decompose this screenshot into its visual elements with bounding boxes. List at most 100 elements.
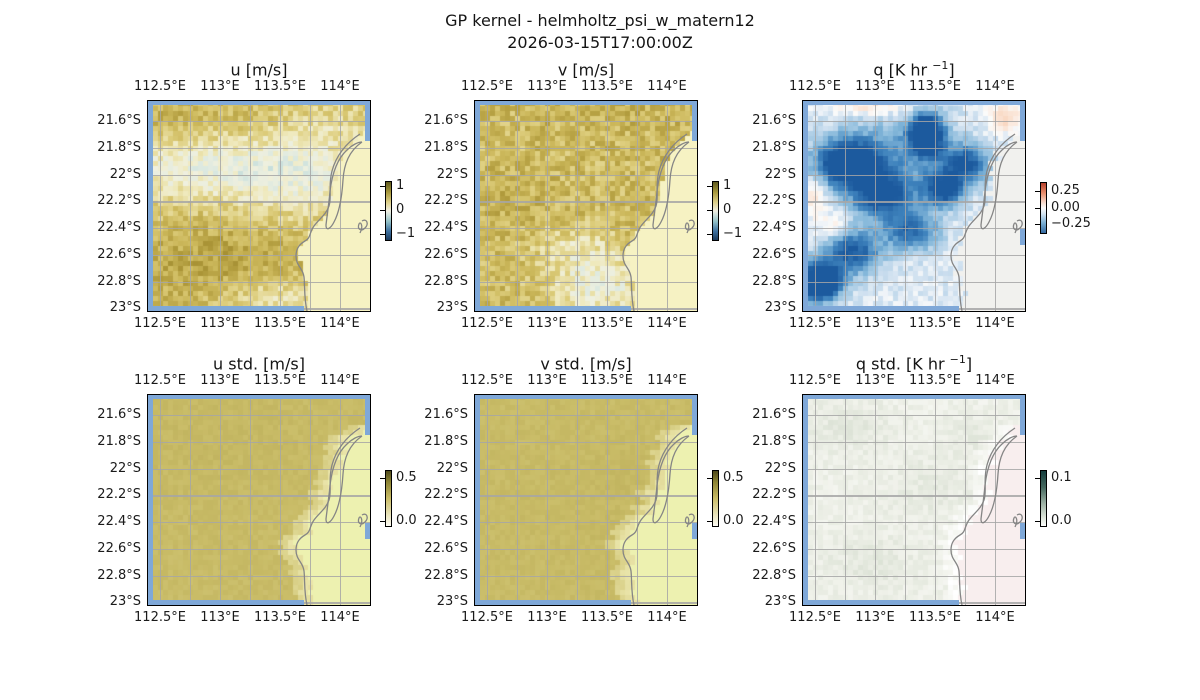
lat-tick-label: 22.6°S bbox=[97, 540, 141, 556]
panel-title-text: v std. [m/s] bbox=[540, 354, 632, 374]
colorbar-tick-mark bbox=[1035, 521, 1040, 523]
lon-tick-top-label: 114°E bbox=[975, 373, 1015, 388]
graticule-parallel bbox=[475, 522, 697, 524]
lat-tick-label: 22.2°S bbox=[97, 487, 141, 503]
lon-tick-bottom-label: 112.5°E bbox=[134, 610, 186, 625]
graticule-meridian bbox=[845, 101, 847, 311]
graticule-meridian bbox=[607, 101, 609, 311]
lat-tick-label: 22.6°S bbox=[752, 246, 796, 262]
graticule-meridian bbox=[547, 395, 549, 605]
graticule-parallel bbox=[475, 468, 697, 470]
graticule-meridian bbox=[340, 101, 342, 311]
map-canvas bbox=[803, 101, 1025, 311]
lat-tick-label: 22°S bbox=[109, 460, 141, 476]
graticule-meridian bbox=[310, 395, 312, 605]
lon-tick-bottom-label: 112.5°E bbox=[134, 316, 186, 331]
lat-tick-label: 22.6°S bbox=[424, 540, 468, 556]
graticule-meridian bbox=[667, 395, 669, 605]
colorbar-strip bbox=[1040, 182, 1047, 234]
edge-strip-left bbox=[475, 395, 480, 605]
colorbar-tick-mark bbox=[1035, 224, 1040, 226]
coastline-main bbox=[295, 133, 361, 311]
panel-title: v std. [m/s] bbox=[445, 353, 727, 373]
graticule-parallel bbox=[475, 147, 697, 149]
colorbar-tick-mark bbox=[1035, 191, 1040, 193]
edge-strip-right-top bbox=[365, 395, 370, 435]
lon-tick-top-label: 114°E bbox=[975, 79, 1015, 94]
lat-tick-label: 22.4°S bbox=[752, 514, 796, 530]
graticule-parallel bbox=[148, 228, 370, 230]
edge-strip-bottom bbox=[803, 600, 959, 605]
colorbar-strip bbox=[712, 181, 719, 241]
lat-tick-label: 22.6°S bbox=[97, 246, 141, 262]
coastline-main bbox=[950, 427, 1016, 605]
graticule-parallel bbox=[803, 548, 1025, 550]
coastline-peninsula bbox=[652, 435, 690, 524]
graticule-meridian bbox=[815, 395, 817, 605]
graticule-meridian bbox=[667, 101, 669, 311]
coastline-main bbox=[295, 427, 361, 605]
lon-tick-bottom-label: 114°E bbox=[975, 316, 1015, 331]
lon-tick-bottom-label: 113°E bbox=[200, 316, 240, 331]
lon-tick-bottom-label: 114°E bbox=[647, 610, 687, 625]
graticule-meridian bbox=[965, 101, 967, 311]
lon-tick-top-label: 113°E bbox=[527, 373, 567, 388]
colorbar-tick-label: −1 bbox=[396, 225, 416, 241]
coastline-peninsula bbox=[325, 141, 363, 230]
colorbar-tick-label: −1 bbox=[723, 225, 743, 241]
graticule-meridian bbox=[935, 395, 937, 605]
lon-tick-top-label: 114°E bbox=[320, 79, 360, 94]
graticule-meridian bbox=[250, 101, 252, 311]
graticule-meridian bbox=[220, 395, 222, 605]
lat-tick-label: 22°S bbox=[764, 166, 796, 182]
colorbar-tick-mark bbox=[380, 210, 385, 212]
coastline-main bbox=[622, 133, 688, 311]
edge-strip-top bbox=[148, 395, 370, 399]
graticule-meridian bbox=[815, 101, 817, 311]
graticule-parallel bbox=[475, 441, 697, 443]
colorbar-strip bbox=[712, 470, 719, 527]
graticule-meridian bbox=[935, 101, 937, 311]
lon-tick-bottom-label: 113.5°E bbox=[254, 316, 306, 331]
coastline-peninsula bbox=[980, 435, 1018, 524]
edge-strip-right-top bbox=[692, 101, 697, 141]
lon-tick-top-label: 113.5°E bbox=[254, 79, 306, 94]
lat-tick-label: 23°S bbox=[109, 594, 141, 610]
lon-tick-bottom-label: 113.5°E bbox=[581, 610, 633, 625]
edge-strip-right-top bbox=[1020, 395, 1025, 435]
graticule-parallel bbox=[803, 495, 1025, 497]
coastline-overlay bbox=[622, 427, 695, 605]
colorbar-strip bbox=[385, 181, 392, 241]
edge-strip-bottom bbox=[475, 306, 631, 311]
colorbar-tick-label: 0.1 bbox=[1051, 469, 1072, 485]
lat-tick-label: 23°S bbox=[764, 300, 796, 316]
lat-tick-label: 22.2°S bbox=[97, 193, 141, 209]
lon-tick-bottom-label: 113°E bbox=[527, 316, 567, 331]
colorbar-tick-label: 1 bbox=[396, 178, 405, 194]
colorbar-tick-label: 0.5 bbox=[396, 469, 417, 485]
lat-tick-label: 21.6°S bbox=[97, 407, 141, 423]
edge-strip-left bbox=[803, 101, 808, 311]
graticule-parallel bbox=[148, 121, 370, 123]
figure-title: GP kernel - helmholtz_psi_w_matern12 202… bbox=[0, 10, 1200, 54]
graticule-meridian bbox=[160, 395, 162, 605]
edge-strip-right-notch bbox=[692, 523, 697, 539]
graticule-parallel bbox=[148, 254, 370, 256]
lon-tick-top-label: 113°E bbox=[200, 79, 240, 94]
lat-tick-label: 22.6°S bbox=[424, 246, 468, 262]
graticule-meridian bbox=[995, 395, 997, 605]
lon-tick-top-label: 114°E bbox=[320, 373, 360, 388]
lat-tick-label: 22.4°S bbox=[97, 220, 141, 236]
lon-tick-top-label: 113.5°E bbox=[254, 373, 306, 388]
graticule-parallel bbox=[803, 441, 1025, 443]
graticule-meridian bbox=[845, 395, 847, 605]
graticule-parallel bbox=[148, 281, 370, 283]
lon-tick-bottom-label: 113°E bbox=[855, 610, 895, 625]
lat-tick-label: 22.2°S bbox=[752, 193, 796, 209]
colorbar-tick-label: −0.25 bbox=[1051, 216, 1091, 231]
graticule-parallel bbox=[148, 174, 370, 176]
edge-strip-bottom bbox=[148, 306, 304, 311]
lat-tick-label: 22.4°S bbox=[97, 514, 141, 530]
graticule-parallel bbox=[148, 495, 370, 497]
graticule-meridian bbox=[905, 395, 907, 605]
